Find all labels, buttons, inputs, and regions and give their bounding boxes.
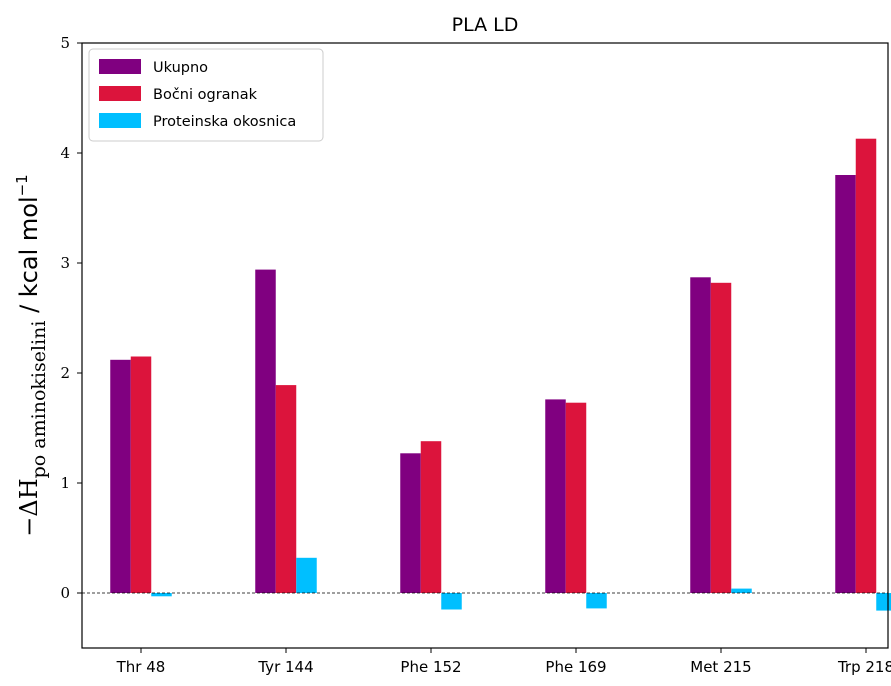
- bar-bo-ni-ogranak-2: [420, 441, 442, 593]
- y-axis-ticks: 0 1 2 3 4 5: [60, 34, 82, 602]
- bar-ukupno-4: [690, 277, 711, 593]
- x-tick-label: Phe 169: [545, 658, 606, 676]
- y-tick-label: 3: [60, 254, 70, 272]
- y-tick-label: 4: [60, 144, 70, 162]
- legend-swatch: [99, 86, 141, 101]
- bar-ukupno-1: [255, 269, 276, 593]
- x-axis-ticks: Thr 48 Tyr 144 Phe 152 Phe 169 Met 215 Trp 21…: [116, 648, 891, 676]
- bar-proteinska-okosnica-3: [586, 593, 607, 609]
- bar-bo-ni-ogranak-5: [855, 138, 877, 593]
- y-axis-label-unit: / kcal mol: [15, 196, 43, 320]
- legend-label: Bočni ogranak: [153, 87, 258, 103]
- legend-swatch: [99, 113, 141, 128]
- bar-ukupno-2: [400, 453, 421, 593]
- bar-ukupno-0: [110, 359, 131, 593]
- legend: Ukupno Bočni ogranak Proteinska okosnica: [88, 48, 324, 142]
- y-axis-label-exponent: −1: [13, 174, 31, 196]
- y-tick-label: 5: [60, 34, 70, 52]
- bar-proteinska-okosnica-0: [151, 593, 172, 597]
- bar-bo-ni-ogranak-0: [130, 356, 152, 593]
- bar-proteinska-okosnica-5: [876, 593, 891, 611]
- y-axis-label-prefix: −ΔH: [15, 478, 43, 536]
- chart-title: PLA LD: [452, 14, 519, 36]
- legend-label: Ukupno: [153, 60, 208, 76]
- bar-bo-ni-ogranak-1: [275, 385, 297, 593]
- bars-group: [110, 138, 891, 611]
- legend-label: Proteinska okosnica: [153, 114, 296, 130]
- bar-ukupno-3: [545, 399, 566, 593]
- x-tick-label: Met 215: [690, 658, 751, 676]
- x-tick-label: Thr 48: [116, 658, 166, 676]
- bar-bo-ni-ogranak-3: [565, 402, 587, 593]
- bar-proteinska-okosnica-1: [296, 557, 317, 593]
- y-axis-label-subscript: po aminokiselini: [28, 321, 50, 479]
- bar-proteinska-okosnica-2: [441, 593, 462, 610]
- legend-swatch: [99, 59, 141, 74]
- x-tick-label: Tyr 144: [257, 658, 313, 676]
- legend-box: [88, 48, 324, 142]
- y-axis-label: −ΔHpo aminokiselini / kcal mol−1: [13, 174, 50, 536]
- x-tick-label: Trp 218: [837, 658, 891, 676]
- y-tick-label: 1: [60, 474, 70, 492]
- axes-frame: [81, 42, 889, 649]
- y-tick-label: 2: [60, 364, 70, 382]
- x-tick-label: Phe 152: [400, 658, 461, 676]
- y-tick-label: 0: [60, 584, 70, 602]
- bar-proteinska-okosnica-4: [731, 588, 752, 593]
- bar-ukupno-5: [835, 175, 856, 593]
- bar-bo-ni-ogranak-4: [710, 282, 732, 593]
